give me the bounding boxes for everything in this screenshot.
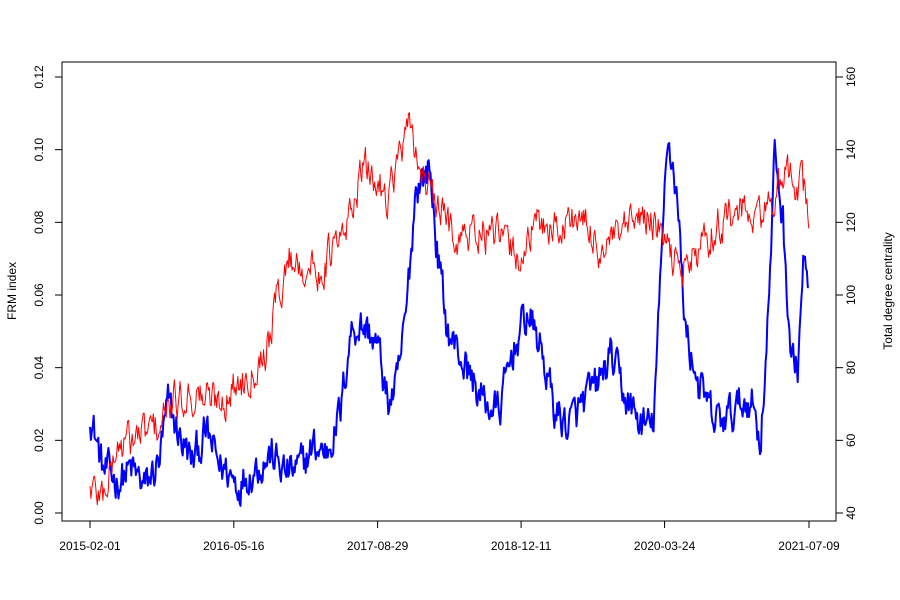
- series-layer: [89, 112, 810, 507]
- bottom-axis-tick-label: 2015-02-01: [59, 539, 121, 553]
- right-axis: 40 60 80 100 120 140 160: [835, 67, 858, 520]
- total-degree-centrality-series-line: [89, 112, 810, 506]
- left-axis-tick-label: 0.00: [32, 501, 46, 525]
- frm-index-series-line: [89, 138, 810, 507]
- bottom-axis-tick-label: 2016-05-16: [203, 539, 265, 553]
- right-axis-tick-label: 100: [844, 285, 858, 305]
- right-axis-tick-label: 140: [844, 139, 858, 159]
- left-axis-title: FRM index: [5, 262, 19, 320]
- bottom-axis: 2015-02-01 2016-05-16 2017-08-29 2018-12-11…: [59, 520, 840, 553]
- left-axis-tick-label: 0.08: [32, 210, 46, 234]
- bottom-axis-tick-label: 2017-08-29: [347, 539, 409, 553]
- right-axis-tick-label: 40: [844, 506, 858, 520]
- left-axis-tick-label: 0.10: [32, 138, 46, 162]
- left-axis-tick-label: 0.04: [32, 356, 46, 380]
- plot-frame: [61, 61, 837, 522]
- bottom-axis-tick-label: 2018-12-11: [491, 539, 552, 553]
- left-axis-tick-label: 0.02: [32, 428, 46, 452]
- left-axis-tick-label: 0.12: [32, 65, 46, 89]
- right-axis-title: Total degree centrality: [881, 232, 895, 349]
- bottom-axis-tick-label: 2020-03-24: [634, 539, 696, 553]
- right-axis-tick-label: 120: [844, 212, 858, 232]
- right-axis-tick-label: 160: [844, 67, 858, 87]
- bottom-axis-tick-label: 2021-07-09: [778, 539, 840, 553]
- left-axis: 0.00 0.02 0.04 0.06 0.08 0.10 0.12: [32, 65, 63, 525]
- left-axis-tick-label: 0.06: [32, 283, 46, 307]
- right-axis-tick-label: 80: [844, 361, 858, 375]
- right-axis-tick-label: 60: [844, 433, 858, 447]
